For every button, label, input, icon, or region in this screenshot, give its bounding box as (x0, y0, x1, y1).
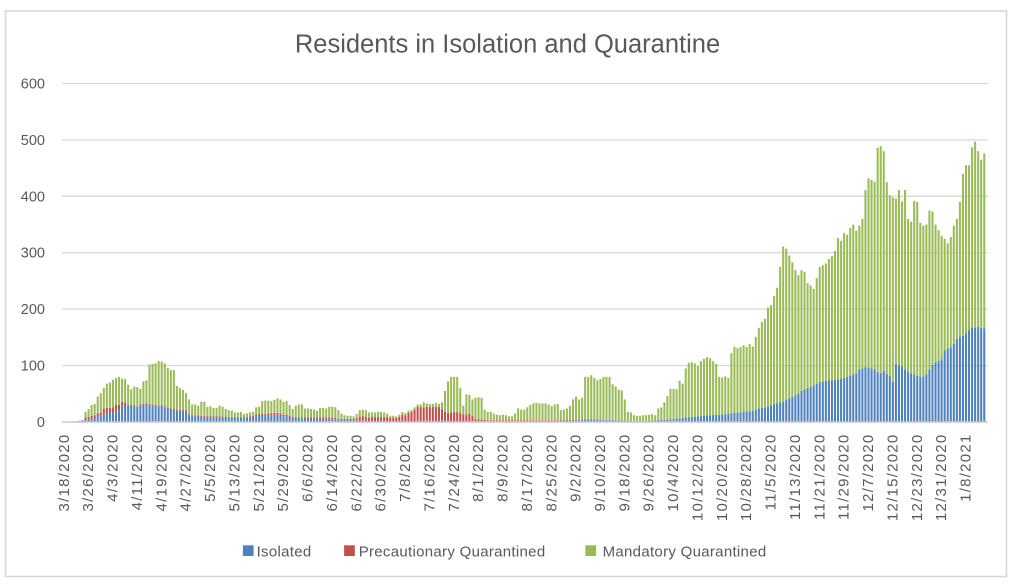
svg-text:12/31/2020: 12/31/2020 (933, 434, 950, 522)
svg-text:3/18/2020: 3/18/2020 (56, 434, 73, 512)
svg-text:500: 500 (21, 133, 45, 149)
svg-text:10/12/2020: 10/12/2020 (690, 434, 707, 522)
svg-text:5/13/2020: 5/13/2020 (226, 434, 243, 512)
svg-text:8/1/2020: 8/1/2020 (470, 434, 487, 502)
svg-text:8/9/2020: 8/9/2020 (495, 434, 512, 502)
svg-text:9/18/2020: 9/18/2020 (616, 434, 633, 512)
svg-text:3/26/2020: 3/26/2020 (80, 434, 97, 512)
svg-text:12/23/2020: 12/23/2020 (909, 434, 926, 522)
svg-text:9/2/2020: 9/2/2020 (568, 434, 585, 502)
svg-text:10/20/2020: 10/20/2020 (714, 434, 731, 522)
svg-text:10/28/2020: 10/28/2020 (738, 434, 755, 522)
svg-text:5/29/2020: 5/29/2020 (275, 434, 292, 512)
svg-text:7/24/2020: 7/24/2020 (446, 434, 463, 512)
svg-text:4/27/2020: 4/27/2020 (178, 434, 195, 512)
svg-text:1/8/2021: 1/8/2021 (958, 434, 975, 502)
svg-text:11/21/2020: 11/21/2020 (811, 434, 828, 520)
svg-text:8/17/2020: 8/17/2020 (519, 434, 536, 512)
svg-text:Residents in Isolation and Qua: Residents in Isolation and Quarantine (295, 30, 720, 58)
svg-text:11/5/2020: 11/5/2020 (763, 434, 780, 511)
svg-text:4/19/2020: 4/19/2020 (153, 434, 170, 512)
svg-text:8/25/2020: 8/25/2020 (543, 434, 560, 512)
svg-text:200: 200 (21, 302, 45, 318)
svg-text:4/3/2020: 4/3/2020 (105, 434, 122, 502)
svg-text:0: 0 (37, 415, 45, 431)
svg-text:12/7/2020: 12/7/2020 (860, 434, 877, 512)
svg-text:9/26/2020: 9/26/2020 (641, 434, 658, 512)
svg-text:7/8/2020: 7/8/2020 (397, 434, 414, 502)
svg-text:6/30/2020: 6/30/2020 (373, 434, 390, 512)
svg-text:4/11/2020: 4/11/2020 (129, 434, 146, 511)
svg-text:6/6/2020: 6/6/2020 (300, 434, 317, 502)
svg-text:400: 400 (21, 189, 45, 205)
svg-text:100: 100 (21, 359, 45, 375)
svg-text:300: 300 (21, 246, 45, 262)
svg-text:10/4/2020: 10/4/2020 (665, 434, 682, 512)
svg-text:7/16/2020: 7/16/2020 (421, 434, 438, 512)
svg-text:11/13/2020: 11/13/2020 (787, 434, 804, 520)
svg-text:12/15/2020: 12/15/2020 (885, 434, 902, 522)
svg-text:Isolated: Isolated (257, 543, 312, 560)
svg-text:11/29/2020: 11/29/2020 (836, 434, 853, 520)
svg-text:6/22/2020: 6/22/2020 (348, 434, 365, 512)
svg-text:600: 600 (21, 77, 45, 93)
svg-text:5/5/2020: 5/5/2020 (202, 434, 219, 502)
svg-text:Mandatory Quarantined: Mandatory Quarantined (603, 543, 767, 560)
svg-text:9/10/2020: 9/10/2020 (592, 434, 609, 512)
svg-text:5/21/2020: 5/21/2020 (251, 434, 268, 512)
svg-text:6/14/2020: 6/14/2020 (324, 434, 341, 512)
svg-text:Precautionary Quarantined: Precautionary Quarantined (359, 543, 546, 560)
